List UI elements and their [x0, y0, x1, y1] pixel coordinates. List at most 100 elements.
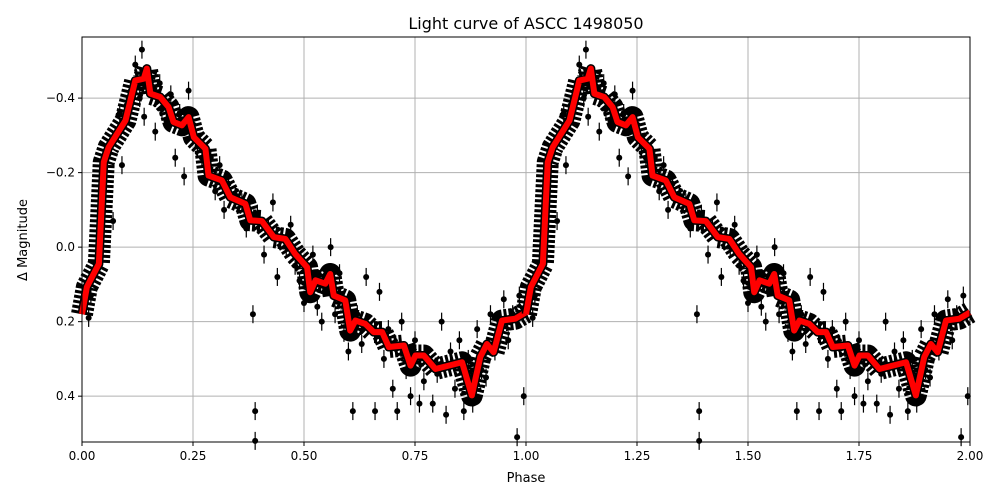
data-point: [696, 408, 703, 415]
y-tick-label: 0.4: [56, 389, 75, 403]
data-point: [600, 80, 607, 87]
data-point: [776, 311, 783, 318]
data-point: [340, 329, 347, 336]
y-tick-label: −0.4: [46, 91, 75, 105]
data-point: [398, 318, 405, 325]
y-tick-label: 0.0: [56, 240, 75, 254]
data-point: [660, 162, 667, 169]
data-point: [864, 378, 871, 385]
data-point: [438, 318, 445, 325]
data-point: [620, 110, 627, 117]
data-point: [314, 303, 321, 310]
data-point: [380, 355, 387, 362]
data-point: [798, 311, 805, 318]
data-point: [927, 374, 934, 381]
data-point: [456, 337, 463, 344]
data-point: [780, 270, 787, 277]
data-point: [349, 408, 356, 415]
data-point: [731, 221, 738, 228]
data-point: [318, 318, 325, 325]
data-point: [913, 400, 920, 407]
data-point: [181, 173, 188, 180]
data-point: [451, 385, 458, 392]
data-point: [372, 408, 379, 415]
data-point: [829, 326, 836, 333]
data-point: [136, 95, 143, 102]
data-point: [252, 437, 259, 444]
data-point: [771, 244, 778, 251]
y-tick-label: −0.2: [46, 166, 75, 180]
data-point: [132, 61, 139, 68]
data-point: [838, 408, 845, 415]
data-point: [891, 348, 898, 355]
data-point: [949, 337, 956, 344]
data-point: [687, 225, 694, 232]
x-tick-label: 1.00: [513, 449, 540, 463]
model-curve: [77, 64, 973, 400]
x-tick-label: 0.50: [291, 449, 318, 463]
data-point: [585, 113, 592, 120]
x-tick-label: 0.00: [69, 449, 96, 463]
data-point: [816, 408, 823, 415]
data-point: [665, 206, 672, 213]
data-point: [116, 110, 123, 117]
data-point: [110, 218, 117, 225]
x-tick-label: 0.25: [180, 449, 207, 463]
data-point: [802, 341, 809, 348]
data-point: [460, 408, 467, 415]
x-tick-label: 1.25: [624, 449, 651, 463]
data-point: [900, 337, 907, 344]
data-point: [412, 337, 418, 344]
data-point: [882, 318, 889, 325]
x-tick-label: 2.00: [957, 449, 984, 463]
data-point: [407, 393, 414, 400]
data-point: [301, 300, 307, 307]
axis-ticks: 0.00 0.25 0.50 0.75 1.00 1.25 1.50 1.75 2.00 −0.4…: [46, 91, 984, 463]
data-point: [249, 311, 256, 318]
data-point: [762, 318, 769, 325]
data-point: [152, 128, 159, 135]
data-point: [487, 311, 494, 318]
x-tick-label: 1.50: [735, 449, 762, 463]
data-point: [327, 244, 334, 251]
data-point: [385, 326, 392, 333]
data-point: [252, 408, 259, 415]
data-point: [167, 91, 174, 98]
data-point: [736, 262, 743, 269]
data-point: [833, 385, 840, 392]
data-point: [887, 411, 894, 418]
data-point: [753, 251, 760, 258]
data-point: [287, 221, 294, 228]
data-point: [118, 162, 125, 169]
data-point: [429, 400, 436, 407]
data-point: [656, 188, 663, 195]
data-point: [964, 393, 971, 400]
model-line: [523, 65, 972, 399]
data-point: [474, 326, 481, 333]
data-point: [580, 95, 587, 102]
data-point: [904, 408, 911, 415]
data-point: [793, 408, 800, 415]
data-point: [576, 61, 583, 68]
data-point: [713, 199, 720, 206]
data-point: [718, 273, 725, 280]
data-point: [358, 341, 365, 348]
data-point: [944, 296, 951, 303]
data-point: [85, 314, 92, 321]
data-point: [465, 355, 472, 362]
data-point: [243, 225, 250, 232]
data-point: [296, 277, 303, 284]
data-point: [447, 348, 454, 355]
data-point: [274, 273, 281, 280]
data-point: [156, 80, 163, 87]
data-point: [443, 411, 450, 418]
data-point: [554, 218, 561, 225]
data-point: [895, 385, 902, 392]
data-point: [560, 110, 567, 117]
x-tick-label: 0.75: [402, 449, 429, 463]
data-point: [789, 348, 796, 355]
data-point: [363, 273, 370, 280]
data-point: [176, 110, 183, 117]
data-point: [629, 87, 636, 94]
data-point: [860, 400, 867, 407]
